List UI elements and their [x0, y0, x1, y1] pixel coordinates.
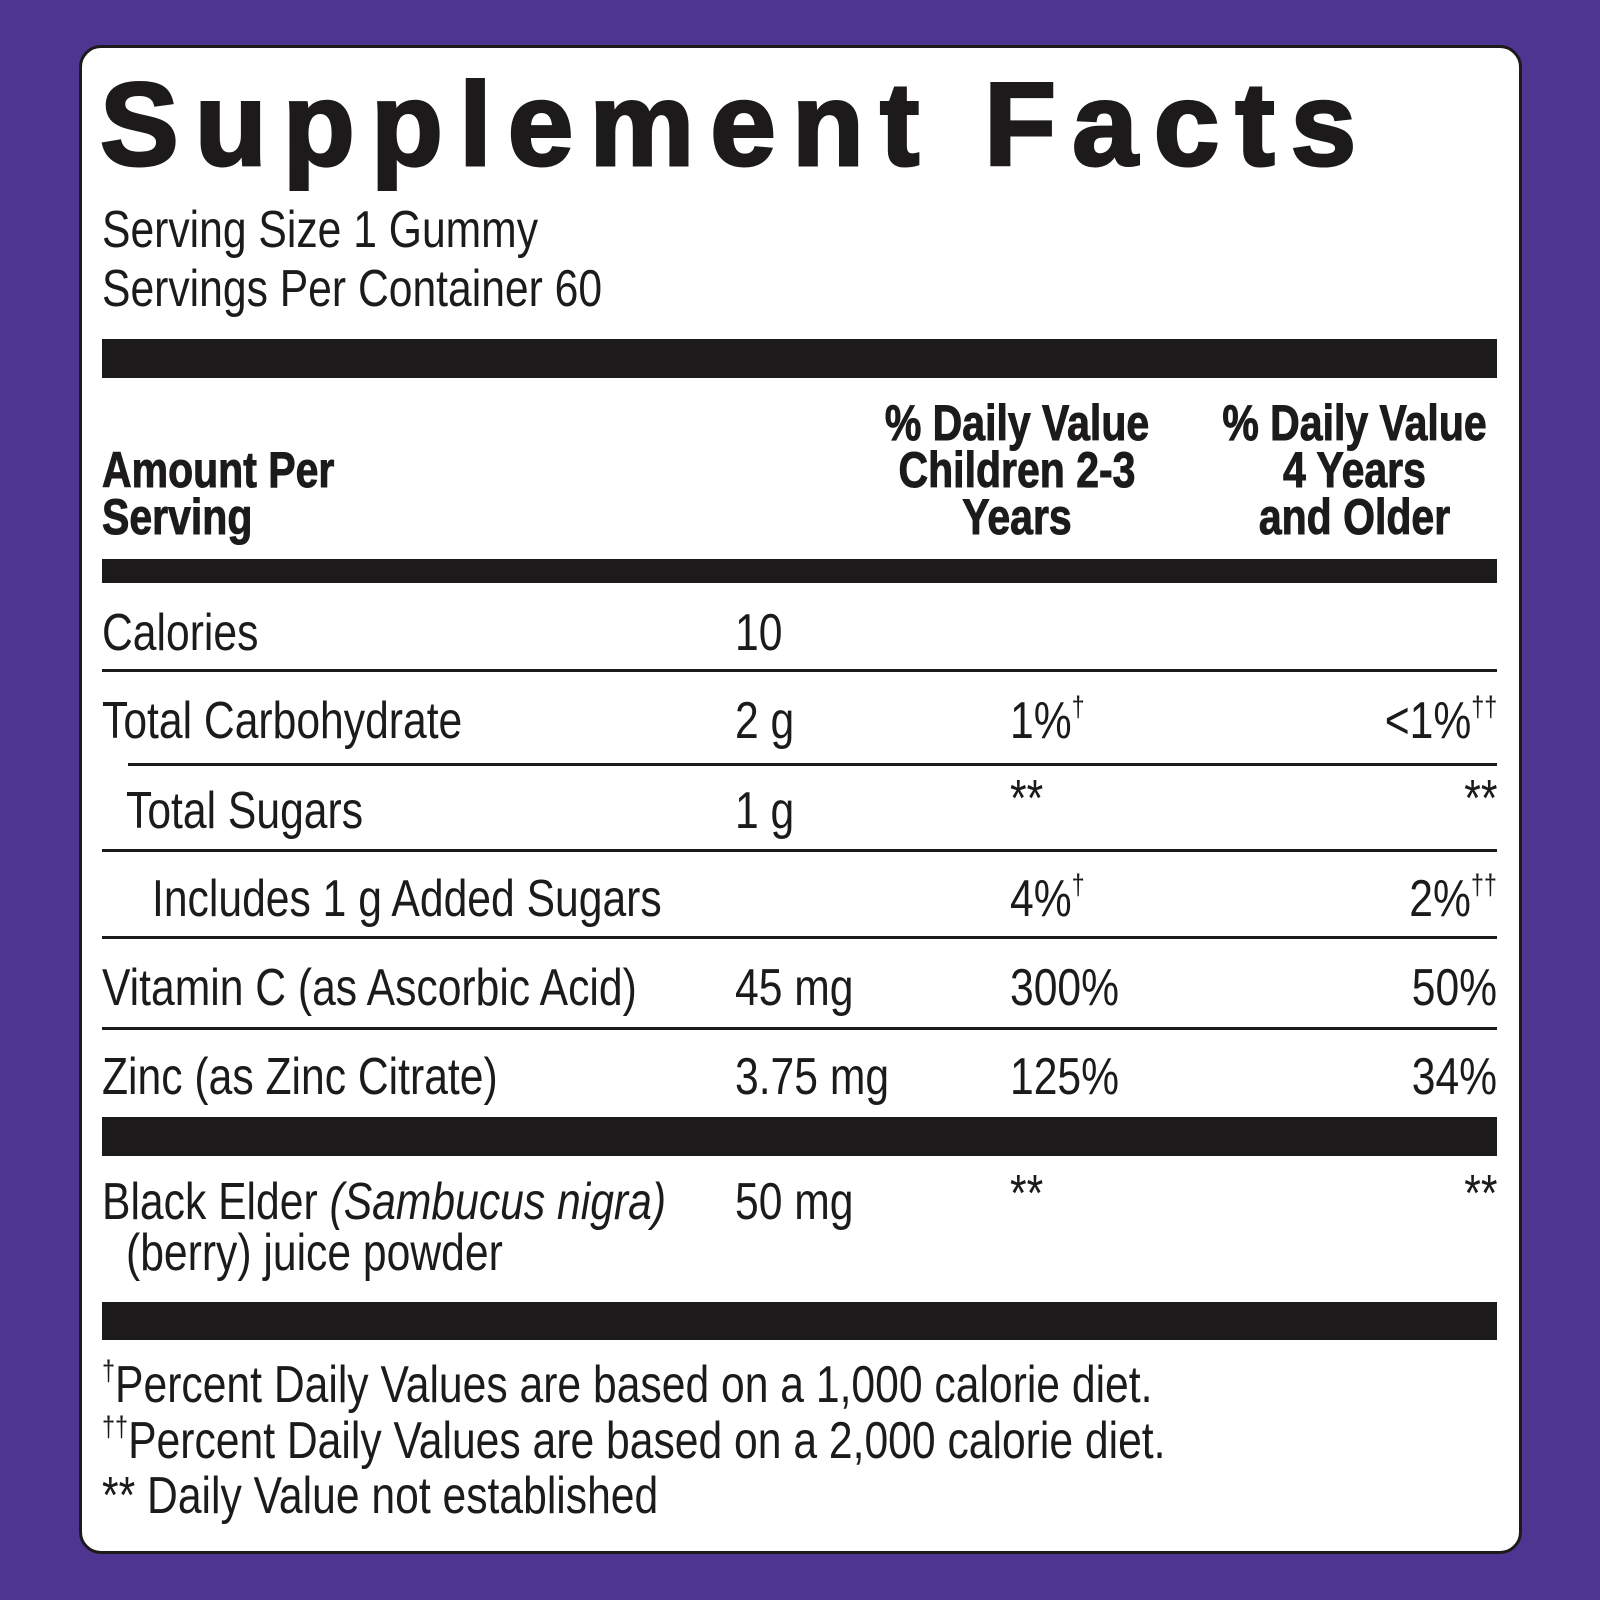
nutrient-row-dv-children: 4%† — [1010, 869, 1085, 928]
nutrient-row-amount: 1 g — [735, 782, 795, 840]
divider-bar — [102, 1117, 1497, 1156]
nutrient-row-amount: 2 g — [735, 692, 795, 750]
elder-amount: 50 mg — [735, 1173, 854, 1231]
row-divider — [102, 669, 1497, 672]
serving-size: Serving Size 1 Gummy — [102, 201, 539, 259]
footnote-3: ** Daily Value not established — [102, 1467, 659, 1525]
nutrient-row-name: Total Carbohydrate — [102, 692, 463, 750]
nutrient-row-dv-children: 1%† — [1010, 691, 1085, 750]
header-amount-per-serving: Amount Per Serving — [102, 442, 335, 545]
divider-bar — [102, 559, 1497, 583]
elder-dv-adults: ** — [1463, 1165, 1497, 1223]
elder-name-line2: (berry) juice powder — [126, 1224, 503, 1282]
elder-name: Black Elder (Sambucus nigra) — [102, 1173, 667, 1231]
footnote-2: ††Percent Daily Values are based on a 2,… — [102, 1411, 1166, 1470]
nutrient-row-dv-children: 125% — [1010, 1048, 1120, 1106]
nutrient-row-dv-adults: ** — [1463, 770, 1497, 828]
header-dv-adults: % Daily Value 4 Years and Older — [1222, 395, 1487, 545]
nutrient-row-name: Total Sugars — [126, 782, 364, 840]
nutrient-row-dv-adults: 34% — [1411, 1048, 1497, 1106]
nutrient-row-dv-children: 300% — [1010, 959, 1120, 1017]
nutrient-row-amount: 45 mg — [735, 959, 854, 1017]
servings-per-container: Servings Per Container 60 — [102, 260, 603, 318]
elder-dv-children: ** — [1010, 1165, 1044, 1223]
nutrient-row-amount: 10 — [735, 604, 783, 662]
row-divider — [102, 1027, 1497, 1030]
nutrient-row-dv-adults: 2%†† — [1409, 869, 1497, 928]
divider-bar — [102, 339, 1497, 378]
row-divider — [128, 763, 1497, 766]
header-dv-children: % Daily Value Children 2-3 Years — [884, 395, 1150, 545]
nutrient-row-dv-adults: <1%†† — [1384, 691, 1497, 750]
nutrient-row-name: Includes 1 g Added Sugars — [152, 870, 662, 928]
row-divider — [102, 936, 1497, 939]
nutrient-row-dv-adults: 50% — [1411, 959, 1497, 1017]
nutrient-row-name: Calories — [102, 604, 259, 662]
nutrient-row-name: Vitamin C (as Ascorbic Acid) — [102, 959, 637, 1017]
row-divider — [102, 849, 1497, 852]
nutrient-row-dv-children: ** — [1010, 770, 1044, 828]
divider-bar — [102, 1302, 1497, 1340]
title: Supplement Facts — [98, 59, 1373, 191]
nutrient-row-amount: 3.75 mg — [735, 1048, 890, 1106]
nutrient-row-name: Zinc (as Zinc Citrate) — [102, 1048, 498, 1106]
footnote-1: †Percent Daily Values are based on a 1,0… — [102, 1355, 1153, 1414]
